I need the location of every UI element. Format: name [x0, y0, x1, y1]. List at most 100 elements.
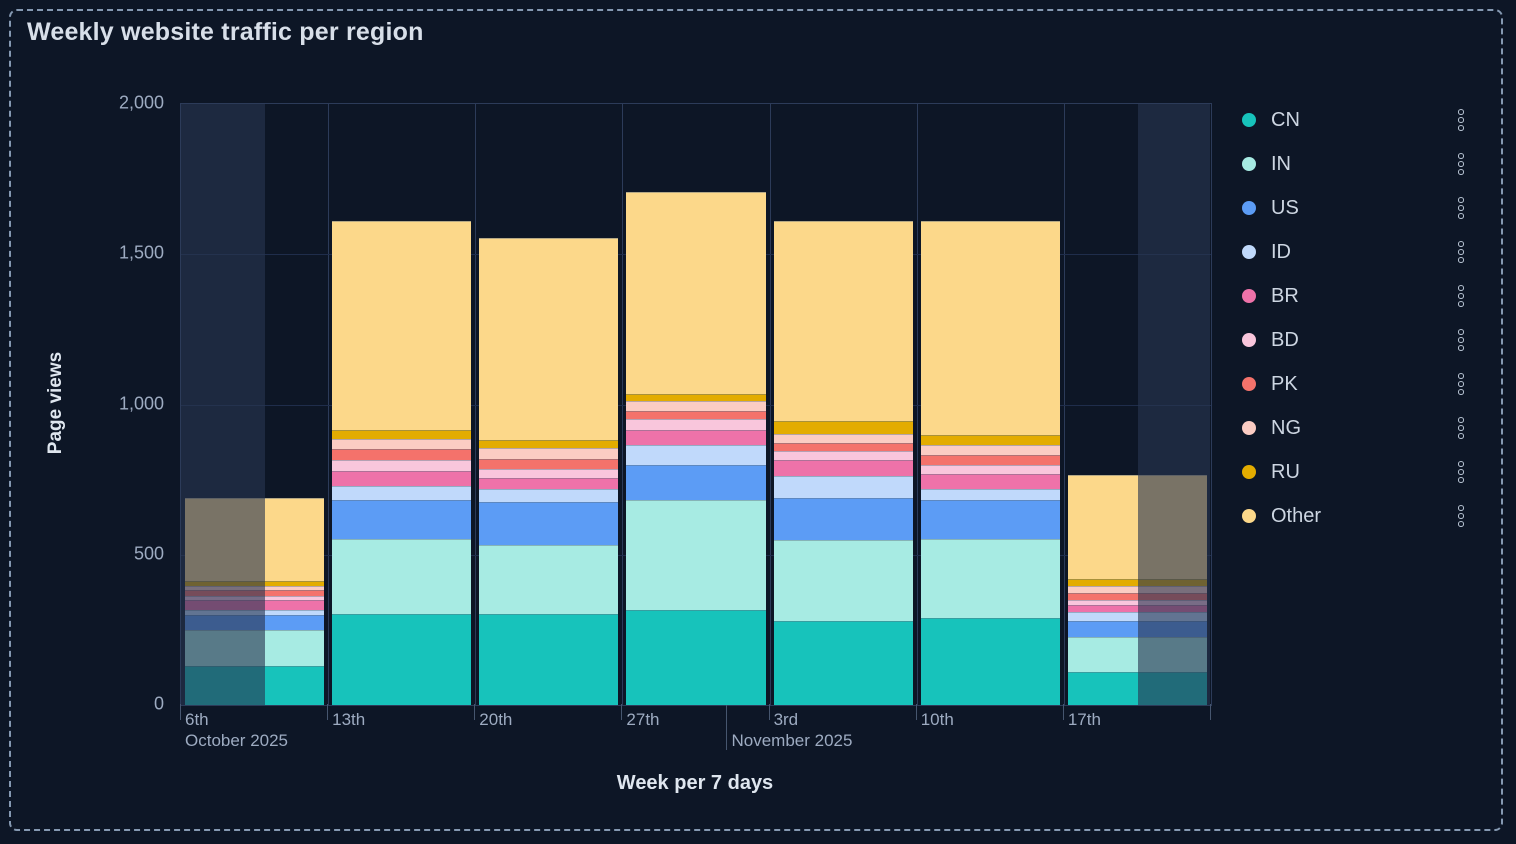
x-tick-mark	[180, 704, 181, 720]
bar-segment-BR	[332, 470, 472, 486]
bar-segment-NG	[479, 447, 619, 460]
bar-segment-CN	[920, 617, 1060, 705]
x-month-label: October 2025	[185, 731, 289, 750]
bar-segment-NG	[626, 400, 766, 411]
bar-segment-RU	[1067, 578, 1207, 587]
bar-segment-BD	[773, 451, 913, 460]
legend-label: BR	[1271, 284, 1299, 307]
bar-week-3rd[interactable]	[773, 220, 913, 705]
x-tick-mark	[1210, 704, 1211, 720]
legend-color-dot	[1242, 113, 1256, 127]
x-tick-mark	[327, 704, 329, 720]
bar-segment-IN	[626, 500, 766, 611]
legend-item-NG[interactable]: NG	[1242, 406, 1468, 450]
bar-segment-Other	[479, 238, 619, 441]
bar-week-10th[interactable]	[920, 221, 1060, 705]
legend-color-dot	[1242, 289, 1256, 303]
y-tick-label: 2,000	[118, 92, 164, 113]
bar-segment-PK	[773, 443, 913, 452]
x-tick-label: 10th	[920, 710, 954, 729]
legend-item-IN[interactable]: IN	[1242, 142, 1468, 186]
x-tick-mark	[1062, 704, 1064, 720]
x-tick-label: 3rd	[773, 710, 799, 729]
x-month-label: November 2025	[731, 731, 853, 750]
plot-area	[180, 103, 1212, 706]
bar-segment-PK	[1067, 592, 1207, 600]
x-axis-title: Week per 7 days	[616, 772, 774, 794]
kebab-vertical-dots-icon[interactable]	[1454, 284, 1468, 308]
legend-item-BR[interactable]: BR	[1242, 274, 1468, 318]
bar-segment-BD	[626, 419, 766, 431]
legend-item-BD[interactable]: BD	[1242, 318, 1468, 362]
legend-item-ID[interactable]: ID	[1242, 230, 1468, 274]
kebab-vertical-dots-icon[interactable]	[1454, 240, 1468, 264]
bar-segment-RU	[773, 421, 913, 434]
kebab-vertical-dots-icon[interactable]	[1454, 504, 1468, 528]
legend-label: CN	[1271, 108, 1300, 131]
out-of-range-overlay-right	[1138, 104, 1210, 705]
bar-segment-PK	[626, 410, 766, 420]
bar-segment-BR	[626, 430, 766, 446]
kebab-vertical-dots-icon[interactable]	[1454, 328, 1468, 352]
bar-segment-US	[773, 497, 913, 541]
bar-segment-ID	[1067, 612, 1207, 621]
legend: CN IN US ID BR BD PK NG RU Other	[1242, 98, 1468, 538]
y-tick-label: 0	[153, 693, 164, 714]
kebab-vertical-dots-icon[interactable]	[1454, 460, 1468, 484]
bar-segment-IN	[773, 540, 913, 621]
bar-week-20th[interactable]	[479, 238, 619, 705]
x-tick-label: 27th	[626, 710, 660, 729]
bar-segment-ID	[626, 445, 766, 466]
bar-segment-NG	[773, 433, 913, 444]
bar-segment-NG	[332, 438, 472, 449]
out-of-range-overlay-left	[181, 104, 265, 705]
bar-segment-PK	[479, 459, 619, 470]
x-tick-label: 6th	[185, 710, 209, 729]
y-tick-label: 500	[133, 543, 164, 564]
bar-segment-Other	[626, 192, 766, 394]
bar-segment-BD	[1067, 599, 1207, 605]
bar-segment-US	[332, 499, 472, 540]
y-tick-label: 1,000	[118, 393, 164, 413]
bar-segment-CN	[773, 620, 913, 705]
bar-segment-IN	[479, 545, 619, 614]
legend-label: Other	[1271, 504, 1322, 527]
bar-segment-NG	[920, 445, 1060, 455]
legend-label: PK	[1271, 372, 1298, 395]
legend-item-RU[interactable]: RU	[1242, 450, 1468, 494]
bar-segment-ID	[479, 489, 619, 502]
legend-item-PK[interactable]: PK	[1242, 362, 1468, 406]
bar-week-13th[interactable]	[332, 221, 472, 705]
bar-segment-BD	[920, 464, 1060, 474]
legend-color-dot	[1242, 245, 1256, 259]
kebab-vertical-dots-icon[interactable]	[1454, 416, 1468, 440]
legend-item-US[interactable]: US	[1242, 186, 1468, 230]
bar-segment-NG	[1067, 586, 1207, 593]
legend-label: NG	[1271, 416, 1301, 439]
legend-color-dot	[1242, 421, 1256, 435]
legend-color-dot	[1242, 157, 1256, 171]
x-tick-mark	[915, 704, 917, 720]
x-tick-mark	[621, 704, 623, 720]
bar-segment-Other	[332, 221, 472, 431]
y-tick-label: 1,500	[118, 242, 164, 263]
kebab-vertical-dots-icon[interactable]	[1454, 196, 1468, 220]
bar-segment-PK	[920, 454, 1060, 465]
kebab-vertical-dots-icon[interactable]	[1454, 372, 1468, 396]
kebab-vertical-dots-icon[interactable]	[1454, 152, 1468, 176]
legend-color-dot	[1242, 465, 1256, 479]
legend-item-Other[interactable]: Other	[1242, 494, 1468, 538]
bar-segment-US	[626, 465, 766, 501]
bar-segment-RU	[920, 435, 1060, 446]
bar-segment-BR	[1067, 604, 1207, 613]
legend-item-CN[interactable]: CN	[1242, 98, 1468, 142]
kebab-vertical-dots-icon[interactable]	[1454, 108, 1468, 132]
x-tick-mark	[474, 704, 476, 720]
bar-segment-RU	[479, 440, 619, 448]
bar-week-27th[interactable]	[626, 192, 766, 705]
legend-color-dot	[1242, 201, 1256, 215]
bar-segment-CN	[626, 610, 766, 705]
legend-label: ID	[1271, 240, 1291, 263]
x-tick-label: 17th	[1067, 710, 1101, 729]
